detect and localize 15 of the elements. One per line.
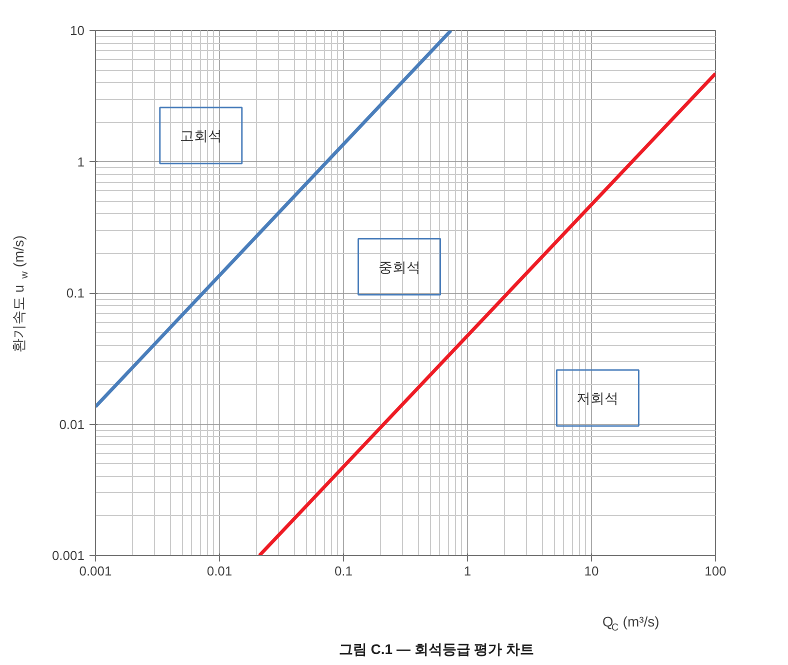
- y-tick-label: 0.001: [52, 548, 85, 563]
- y-axis-title: 환기속도 uw (m/s): [10, 235, 30, 353]
- y-tick-label: 0.01: [59, 416, 85, 432]
- y-tick-label: 0.1: [66, 286, 85, 300]
- annotation: 중회석: [378, 258, 420, 275]
- x-tick-label: 100: [704, 564, 726, 578]
- x-tick-label: 0.1: [334, 564, 353, 578]
- x-tick-label: 1: [464, 564, 472, 578]
- y-tick-label: 10: [70, 23, 85, 38]
- annotation: 저회석: [576, 390, 619, 406]
- annotation: 고회석: [180, 128, 222, 144]
- text: 그림 C.1 — 회석등급 평가 차트: [338, 640, 534, 657]
- x-tick-label: 0.01: [206, 564, 232, 578]
- x-tick-label: 10: [584, 564, 599, 578]
- y-tick-label: 1: [77, 154, 85, 170]
